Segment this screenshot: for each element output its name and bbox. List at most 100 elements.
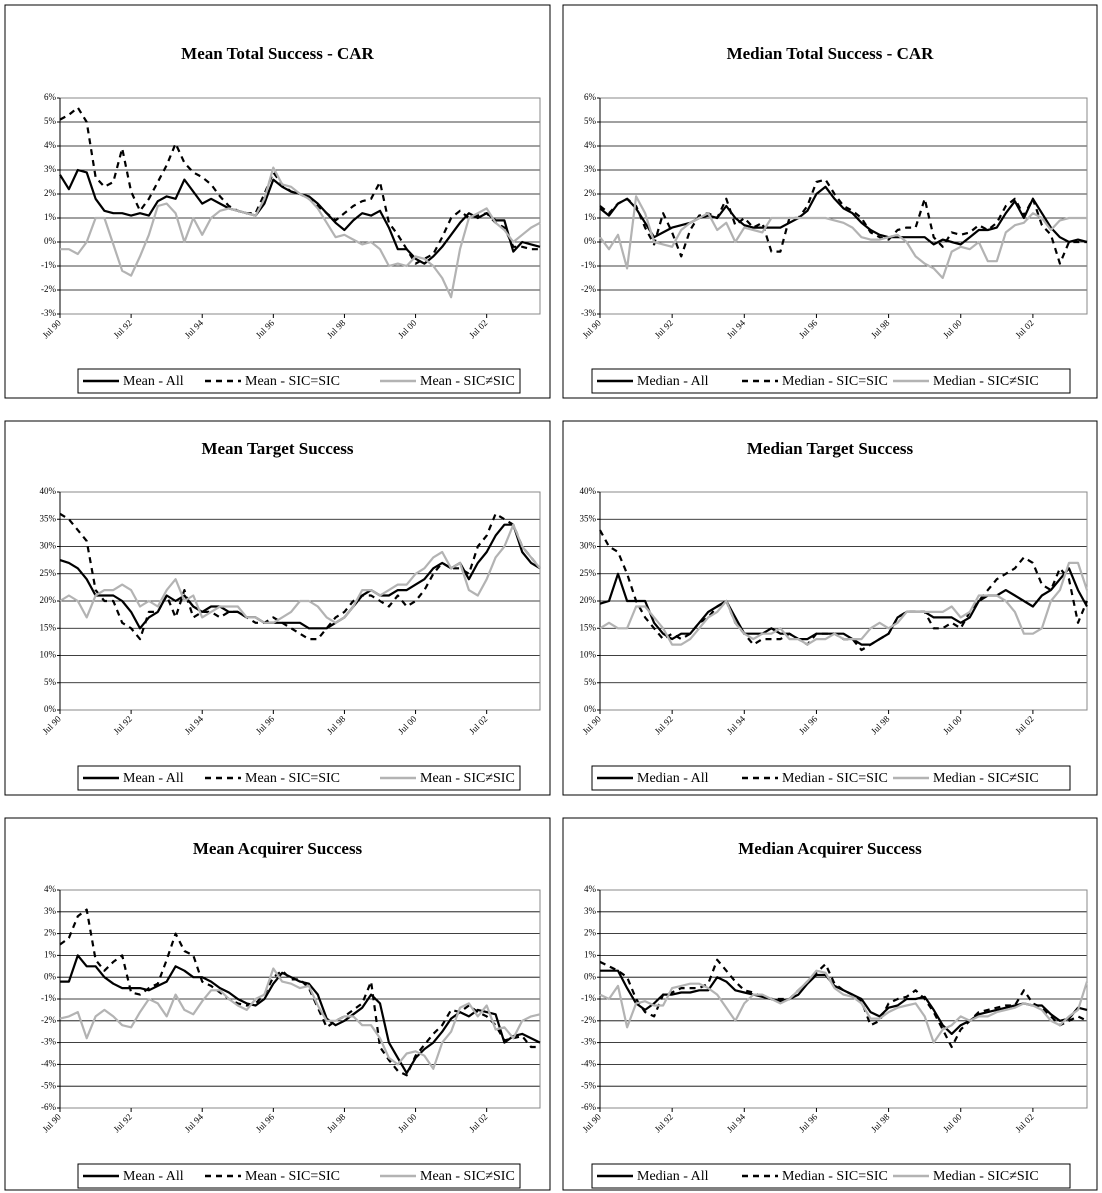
series-line [60,166,541,299]
y-tick-label: 0% [44,704,57,714]
plot-frame [599,97,1088,315]
y-tick-label: 35% [580,513,597,523]
x-tick-label: Jul 00 [396,317,419,340]
x-tick-label: Jul 94 [725,1111,748,1134]
chart-title: Mean Target Success [201,439,353,458]
y-tick-label: -6% [41,1102,56,1112]
y-tick-label: 4% [44,140,57,150]
x-tick-label: Jul 94 [183,713,206,736]
series-line [59,908,540,1077]
x-tick-label: Jul 02 [1013,714,1035,736]
series-line [59,512,541,641]
legend [77,1163,521,1189]
y-tick-label: 40% [40,486,57,496]
legend [77,368,521,394]
y-tick-label: 5% [44,677,57,687]
x-tick-label: Jul 98 [325,1111,348,1134]
x-tick-label: Jul 96 [797,1111,820,1134]
panel [4,4,551,399]
y-tick-label: -1% [581,260,596,270]
series-line [599,561,1089,646]
chart-title: Median Total Success - CAR [727,44,935,63]
y-tick-label: 1% [584,212,597,222]
legend-label: Median - All [637,374,709,389]
x-tick-label: Jul 92 [653,714,675,736]
y-tick-label: 2% [584,188,597,198]
y-tick-label: 0% [44,971,57,981]
x-tick-label: Jul 90 [40,317,63,340]
x-tick-label: Jul 94 [725,317,748,340]
x-tick-label: Jul 02 [1013,318,1035,340]
legend-label: Median - SIC=SIC [782,1169,888,1184]
y-tick-label: 20% [580,595,597,605]
y-tick-label: -2% [581,1015,596,1025]
y-tick-label: 2% [44,928,57,938]
chart-title: Mean Total Success - CAR [181,44,374,63]
y-tick-label: 0% [584,236,597,246]
y-tick-label: -4% [581,1058,596,1068]
x-tick-label: Jul 92 [112,318,134,340]
x-tick-label: Jul 02 [467,318,489,340]
x-tick-label: Jul 94 [725,713,748,736]
y-tick-label: 25% [580,568,597,578]
chart-title: Median Target Success [747,439,914,458]
y-tick-label: -4% [41,1058,56,1068]
y-tick-label: 10% [580,650,597,660]
y-tick-label: 10% [40,650,57,660]
series-line [599,958,1088,1049]
x-tick-label: Jul 98 [325,317,348,340]
x-tick-label: Jul 02 [467,714,489,736]
y-tick-label: 40% [580,486,597,496]
x-tick-label: Jul 98 [325,713,348,736]
y-tick-label: 0% [584,704,597,714]
x-tick-label: Jul 98 [869,1111,892,1134]
x-tick-label: Jul 00 [941,1111,964,1134]
panel [4,420,551,796]
y-tick-label: -3% [41,308,56,318]
x-tick-label: Jul 92 [653,1112,675,1134]
series-line [60,954,541,1075]
x-tick-label: Jul 92 [112,714,134,736]
legend-label: Mean - All [123,1169,184,1184]
series-line [599,178,1087,265]
x-tick-label: Jul 98 [869,713,892,736]
y-tick-label: -1% [581,993,596,1003]
series-line [59,967,541,1070]
legend-label: Mean - All [123,374,184,389]
x-tick-label: Jul 90 [40,713,63,736]
y-tick-label: 35% [40,513,57,523]
panel [562,4,1098,399]
x-tick-label: Jul 96 [254,713,277,736]
y-tick-label: 5% [584,677,597,687]
legend-label: Median - SIC=SIC [782,771,888,786]
y-tick-label: 1% [44,212,57,222]
series-line [599,529,1089,652]
series-line [59,523,541,624]
x-tick-label: Jul 90 [40,1111,63,1134]
series-line [599,195,1087,280]
legend [591,1163,1071,1189]
y-tick-label: 15% [580,622,597,632]
x-tick-label: Jul 90 [580,1111,603,1134]
x-tick-label: Jul 92 [653,318,675,340]
y-tick-label: -5% [41,1080,56,1090]
y-tick-label: 6% [584,92,597,102]
y-tick-label: 0% [584,971,597,981]
x-tick-label: Jul 94 [183,317,206,340]
series-line [599,567,1088,646]
y-tick-label: 15% [40,622,57,632]
y-tick-label: 30% [40,541,57,551]
legend [591,765,1071,791]
x-tick-label: Jul 02 [467,1112,489,1134]
chart-title: Mean Acquirer Success [193,839,363,858]
y-tick-label: 3% [584,906,597,916]
legend-label: Mean - SIC=SIC [245,1169,340,1184]
series-line [59,523,541,630]
x-tick-label: Jul 00 [941,317,964,340]
x-tick-label: Jul 90 [580,713,603,736]
y-tick-label: -2% [41,284,56,294]
y-tick-label: 4% [44,884,57,894]
y-tick-label: -2% [581,284,596,294]
legend-label: Median - All [637,1169,709,1184]
